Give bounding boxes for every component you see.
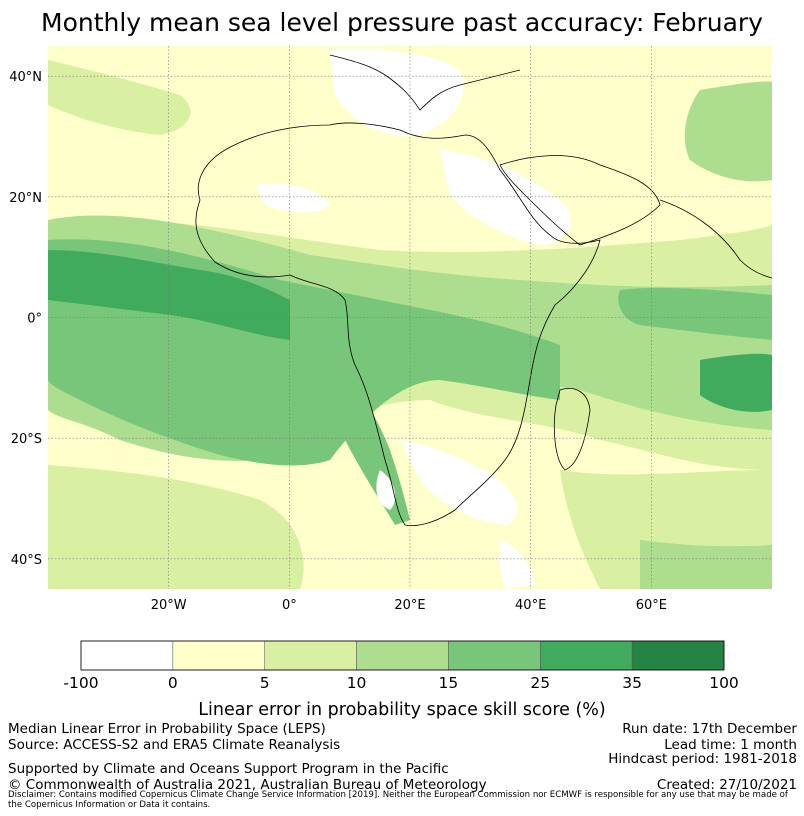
colorbar-tick-label: 5 bbox=[259, 674, 270, 692]
colorbar-tick-label: 100 bbox=[709, 674, 739, 692]
lat-tick-label: 40°N bbox=[9, 70, 42, 85]
colorbar bbox=[80, 640, 725, 671]
lat-tick-label: 40°S bbox=[11, 553, 42, 568]
support-text: Supported by Climate and Oceans Support … bbox=[8, 761, 449, 777]
lon-tick-label: 40°E bbox=[515, 598, 546, 613]
colorbar-tick-label: 15 bbox=[438, 674, 459, 692]
disclaimer: Disclaimer: Contains modified Copernicus… bbox=[8, 790, 788, 810]
colorbar-segment bbox=[631, 640, 725, 671]
lon-tick-label: 20°E bbox=[394, 598, 425, 613]
created-date: Created: 27/10/2021 bbox=[656, 777, 797, 793]
copyright-text: © Commonwealth of Australia 2021, Austra… bbox=[8, 777, 487, 793]
chart-title: Monthly mean sea level pressure past acc… bbox=[41, 8, 763, 37]
run-date: Run date: 17th December bbox=[622, 721, 797, 737]
colorbar-segment bbox=[264, 640, 357, 671]
colorbar-segment bbox=[80, 640, 174, 671]
lead-time: Lead time: 1 month bbox=[664, 737, 797, 753]
source-text: Source: ACCESS-S2 and ERA5 Climate Reana… bbox=[8, 737, 341, 753]
colorbar-segment bbox=[172, 640, 265, 671]
colorbar-tick-label: 0 bbox=[167, 674, 178, 692]
colorbar-tick-label: -100 bbox=[63, 674, 99, 692]
colorbar-segment bbox=[540, 640, 633, 671]
leps-description: Median Linear Error in Probability Space… bbox=[8, 721, 326, 737]
lon-tick-label: 20°W bbox=[151, 598, 187, 613]
colorbar-label: Linear error in probability space skill … bbox=[198, 700, 606, 720]
hindcast-period: Hindcast period: 1981-2018 bbox=[608, 751, 797, 767]
colorbar-tick-label: 10 bbox=[346, 674, 367, 692]
lon-tick-label: 0° bbox=[282, 598, 297, 613]
lat-tick-label: 20°N bbox=[9, 191, 42, 206]
colorbar-segment bbox=[356, 640, 449, 671]
colorbar-border bbox=[80, 640, 725, 671]
lat-tick-label: 20°S bbox=[11, 432, 42, 447]
lon-tick-label: 60°E bbox=[636, 598, 667, 613]
lat-tick-label: 0° bbox=[27, 312, 42, 327]
colorbar-tick-label: 25 bbox=[530, 674, 551, 692]
colorbar-segment bbox=[448, 640, 541, 671]
colorbar-tick-label: 35 bbox=[622, 674, 643, 692]
